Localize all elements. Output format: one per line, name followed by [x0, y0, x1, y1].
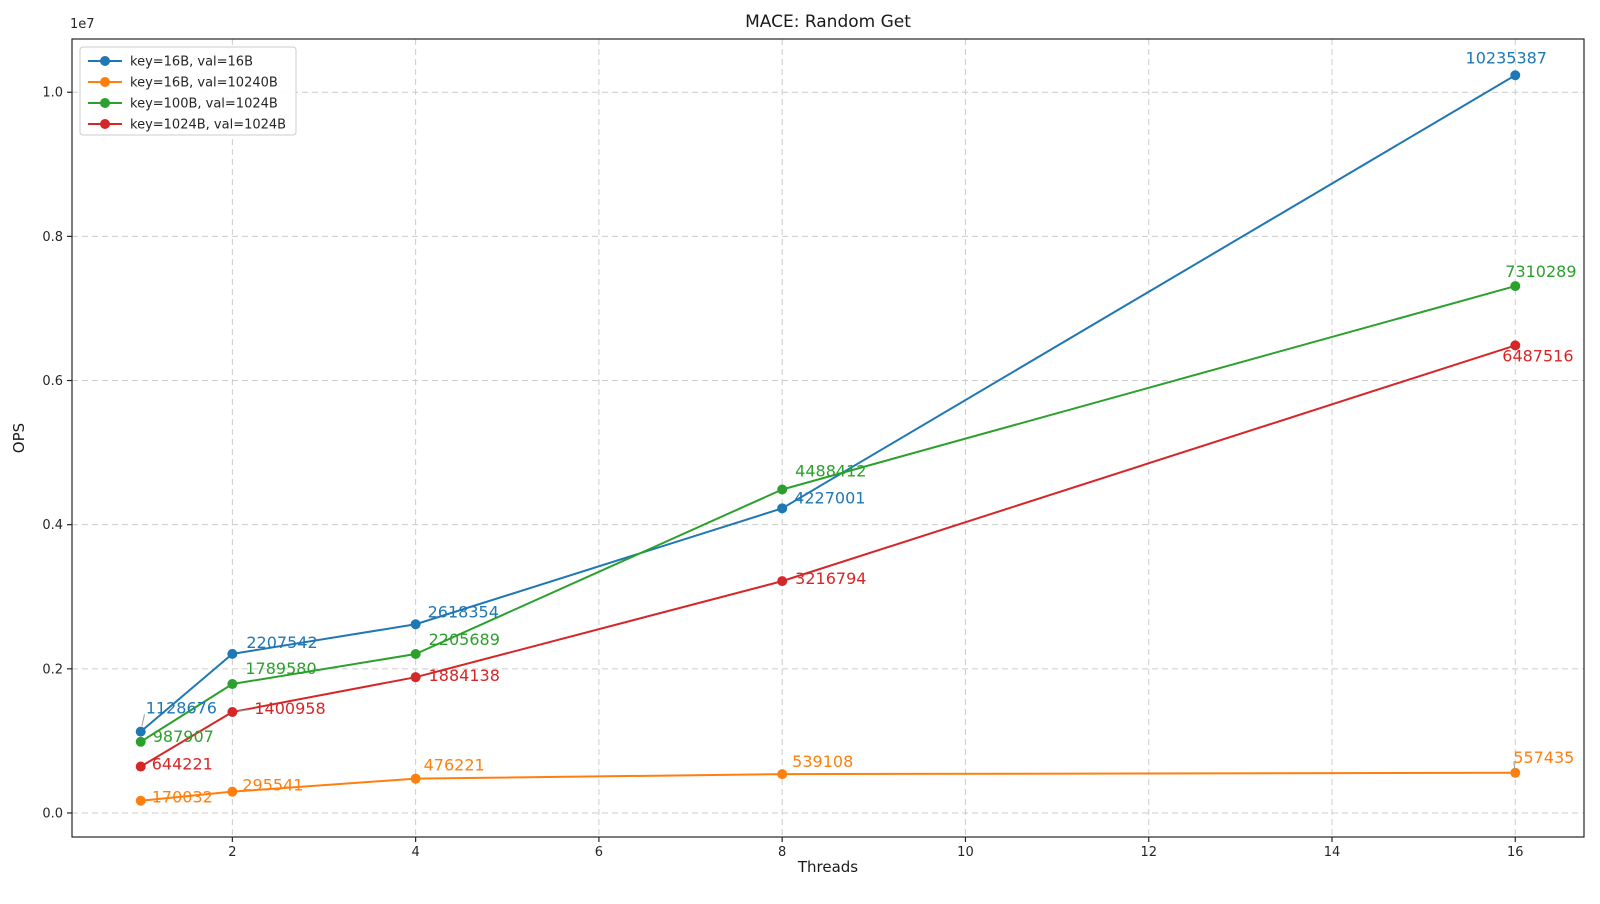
legend-marker	[100, 98, 110, 108]
series-line	[140, 285, 1516, 743]
point-value-label: 6487516	[1502, 346, 1573, 365]
plot-border	[71, 38, 1585, 838]
point-labels: 1128676 2207542 2618354 4227001 10235387 1700…	[141, 48, 1577, 807]
data-point	[1510, 281, 1521, 292]
legend-item-label: key=1024B, val=1024B	[130, 118, 286, 133]
data-point	[1510, 340, 1521, 351]
point-value-label: 557435	[1513, 748, 1574, 767]
data-point	[777, 769, 788, 780]
point-value-label: 7310289	[1505, 262, 1576, 281]
label-leader-line	[237, 709, 249, 712]
chart-title: MACE: Random Get	[745, 12, 911, 32]
data-point	[777, 484, 788, 495]
legend-item-label: key=16B, val=10240B	[130, 76, 278, 91]
data-point	[777, 576, 788, 587]
legend-marker	[100, 56, 110, 66]
legend-box	[79, 46, 297, 136]
x-tick-label: 6	[595, 845, 603, 860]
point-value-label: 1400958	[254, 699, 325, 718]
legend-marker	[100, 119, 110, 129]
data-point	[777, 503, 788, 514]
point-value-label: 476221	[424, 756, 485, 775]
plot-series	[135, 70, 1521, 806]
data-point	[1510, 70, 1521, 81]
x-tick-label: 8	[778, 845, 786, 860]
data-point	[135, 761, 146, 772]
point-value-label: 644221	[152, 755, 213, 774]
point-value-label: 539108	[792, 752, 853, 771]
legend: key=16B, val=16B key=16B, val=10240B key=1…	[79, 46, 297, 136]
data-point	[135, 795, 146, 806]
label-leader-line	[141, 714, 145, 726]
point-value-label: 2205689	[429, 630, 500, 649]
point-value-label: 295541	[242, 776, 303, 795]
data-point	[227, 786, 238, 797]
point-value-label: 2618354	[428, 602, 499, 621]
point-value-label: 4488412	[795, 461, 866, 480]
point-value-label: 1884138	[429, 666, 500, 685]
data-point	[410, 619, 421, 630]
y-tick-label: 0.8	[42, 230, 63, 245]
data-point	[410, 773, 421, 784]
series-line	[140, 344, 1516, 768]
data-point	[227, 707, 238, 718]
label-leader-line	[1513, 761, 1516, 770]
point-value-label: 3216794	[795, 569, 866, 588]
point-value-label: 987907	[153, 727, 214, 746]
y-tick-label: 0.0	[42, 806, 63, 821]
point-value-label: 170032	[152, 788, 213, 807]
data-point	[1510, 767, 1521, 778]
axes: 2 4 6 8 10 12 14 16 0.0 0.2 0.4 0.6 0.8 1.0	[42, 38, 1585, 860]
x-tick-label: 12	[1140, 845, 1157, 860]
y-tick-label: 1.0	[42, 86, 63, 101]
series-line	[140, 74, 1516, 733]
point-value-label: 2207542	[246, 633, 317, 652]
point-value-label: 1789580	[245, 659, 316, 678]
y-tick-label: 0.4	[42, 518, 63, 533]
x-tick-label: 10	[957, 845, 974, 860]
x-tick-label: 4	[411, 845, 419, 860]
legend-item-label: key=100B, val=1024B	[130, 97, 278, 112]
point-value-label: 1128676	[146, 699, 217, 718]
legend-marker	[100, 77, 110, 87]
y-tick-label: 0.2	[42, 662, 63, 677]
x-tick-label: 16	[1507, 845, 1524, 860]
data-point	[135, 736, 146, 747]
y-tick-label: 0.6	[42, 374, 63, 389]
x-tick-label: 14	[1324, 845, 1341, 860]
series-line	[140, 771, 1516, 802]
point-value-label: 10235387	[1466, 48, 1547, 67]
data-point	[135, 726, 146, 737]
data-point	[227, 648, 238, 659]
y-axis-label: OPS	[10, 423, 28, 453]
x-tick-label: 2	[228, 845, 236, 860]
legend-item-label: key=16B, val=16B	[130, 55, 253, 70]
y-axis-scale-offset-text: 1e7	[70, 17, 95, 32]
data-point	[410, 672, 421, 683]
data-point	[410, 649, 421, 660]
data-point	[227, 678, 238, 689]
point-value-label: 4227001	[794, 488, 865, 507]
x-axis-label: Threads	[797, 858, 858, 876]
